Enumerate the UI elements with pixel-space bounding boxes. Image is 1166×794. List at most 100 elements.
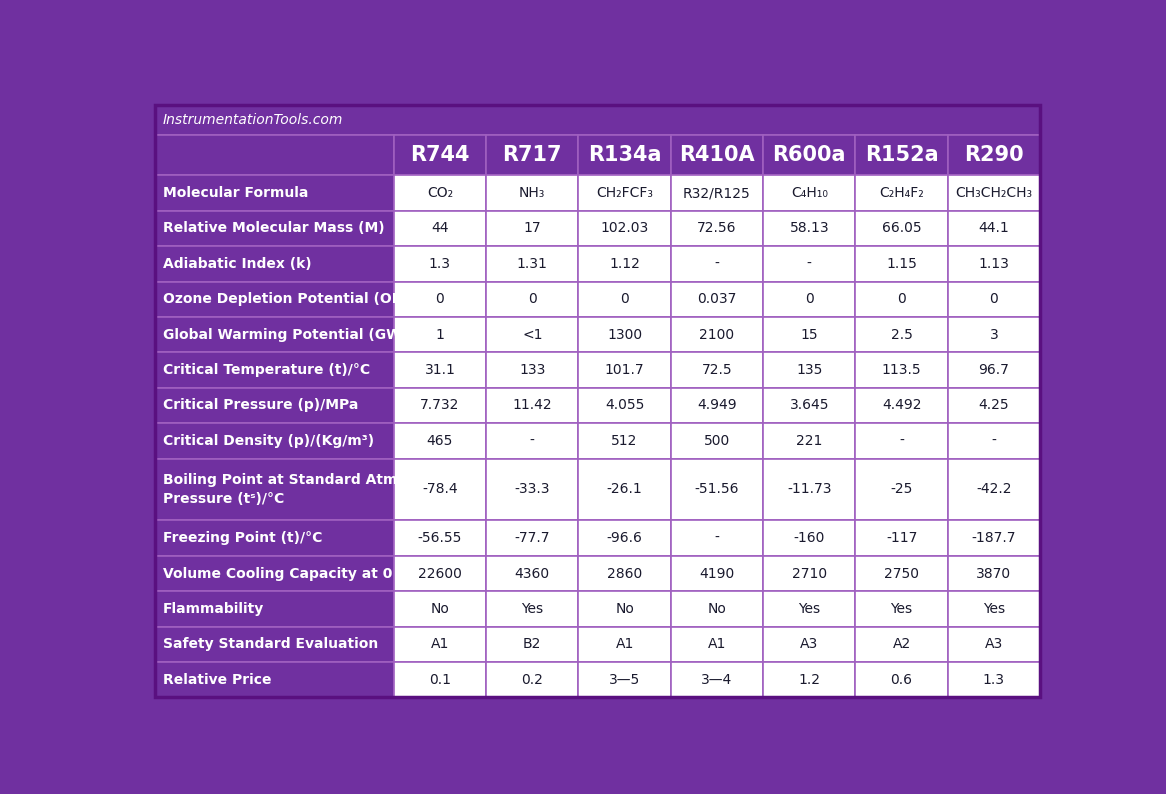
Text: 3870: 3870 (976, 567, 1011, 580)
Bar (856, 353, 948, 387)
Bar (856, 592, 948, 626)
Text: Yes: Yes (799, 602, 821, 616)
Bar (948, 387, 1040, 423)
Text: 44.1: 44.1 (978, 222, 1010, 236)
Text: Relative Price: Relative Price (163, 673, 272, 687)
Text: -160: -160 (794, 531, 826, 545)
Text: R290: R290 (964, 145, 1024, 165)
Text: A1: A1 (616, 638, 634, 651)
Text: Freezing Point (t)/°C: Freezing Point (t)/°C (163, 531, 322, 545)
Text: 101.7: 101.7 (605, 363, 645, 377)
Text: 0.1: 0.1 (429, 673, 451, 687)
Bar (670, 626, 763, 662)
Bar (394, 423, 486, 458)
Bar (155, 423, 394, 458)
Bar (856, 175, 948, 210)
Bar (856, 246, 948, 282)
Bar (948, 520, 1040, 556)
Bar (578, 210, 670, 246)
Bar (763, 556, 856, 592)
Bar (578, 458, 670, 520)
Text: 1: 1 (435, 328, 444, 341)
Text: 102.03: 102.03 (600, 222, 648, 236)
Bar (670, 592, 763, 626)
Bar (856, 282, 948, 317)
Text: Safety Standard Evaluation: Safety Standard Evaluation (163, 638, 378, 651)
Text: 72.56: 72.56 (697, 222, 737, 236)
Text: -: - (715, 256, 719, 271)
Bar (856, 387, 948, 423)
Bar (486, 662, 578, 697)
Text: Flammability: Flammability (163, 602, 264, 616)
Bar (578, 135, 670, 175)
Bar (948, 556, 1040, 592)
Bar (763, 175, 856, 210)
Bar (155, 458, 394, 520)
Text: B2: B2 (524, 638, 541, 651)
Text: 4.949: 4.949 (697, 399, 737, 412)
Text: 66.05: 66.05 (881, 222, 921, 236)
Text: -78.4: -78.4 (422, 483, 458, 496)
Text: 2750: 2750 (884, 567, 919, 580)
Text: 135: 135 (796, 363, 822, 377)
Bar (486, 387, 578, 423)
Text: 4360: 4360 (514, 567, 550, 580)
Text: 3—5: 3—5 (609, 673, 640, 687)
Text: -: - (715, 531, 719, 545)
Text: 113.5: 113.5 (881, 363, 921, 377)
Text: No: No (616, 602, 634, 616)
Bar (670, 458, 763, 520)
Text: -187.7: -187.7 (971, 531, 1017, 545)
Bar (670, 317, 763, 353)
Bar (394, 592, 486, 626)
Text: C₂H₄F₂: C₂H₄F₂ (879, 186, 923, 200)
Text: 7.732: 7.732 (420, 399, 459, 412)
Text: R744: R744 (410, 145, 470, 165)
Text: 2.5: 2.5 (891, 328, 913, 341)
Text: 0: 0 (897, 292, 906, 306)
Text: 3—4: 3—4 (701, 673, 732, 687)
Text: Yes: Yes (891, 602, 913, 616)
Bar (486, 458, 578, 520)
Bar (670, 210, 763, 246)
Bar (394, 626, 486, 662)
Bar (394, 556, 486, 592)
Bar (763, 626, 856, 662)
Bar (670, 662, 763, 697)
Text: Critical Density (p)/(Kg/m³): Critical Density (p)/(Kg/m³) (163, 434, 374, 448)
Bar (763, 423, 856, 458)
Bar (763, 210, 856, 246)
Bar (155, 282, 394, 317)
Text: Ozone Depletion Potential (ODP): Ozone Depletion Potential (ODP) (163, 292, 420, 306)
Bar (486, 317, 578, 353)
Bar (578, 556, 670, 592)
Text: Critical Temperature (t)/°C: Critical Temperature (t)/°C (163, 363, 370, 377)
Text: 512: 512 (611, 434, 638, 448)
Bar (155, 175, 394, 210)
Bar (948, 353, 1040, 387)
Bar (578, 282, 670, 317)
Bar (670, 175, 763, 210)
Text: A3: A3 (800, 638, 819, 651)
Bar (394, 175, 486, 210)
Text: No: No (430, 602, 449, 616)
Bar (763, 662, 856, 697)
Bar (486, 246, 578, 282)
Text: -33.3: -33.3 (514, 483, 550, 496)
Bar (856, 423, 948, 458)
Text: 4.055: 4.055 (605, 399, 645, 412)
Bar (948, 210, 1040, 246)
Bar (394, 317, 486, 353)
Text: 0: 0 (805, 292, 814, 306)
Text: R717: R717 (503, 145, 562, 165)
Text: -: - (529, 434, 535, 448)
Bar (856, 317, 948, 353)
Text: 0.6: 0.6 (891, 673, 913, 687)
Text: 0: 0 (620, 292, 628, 306)
Bar (670, 246, 763, 282)
Bar (486, 520, 578, 556)
Text: A3: A3 (985, 638, 1003, 651)
Bar (155, 520, 394, 556)
Text: R134a: R134a (588, 145, 661, 165)
Text: C₄H₁₀: C₄H₁₀ (791, 186, 828, 200)
